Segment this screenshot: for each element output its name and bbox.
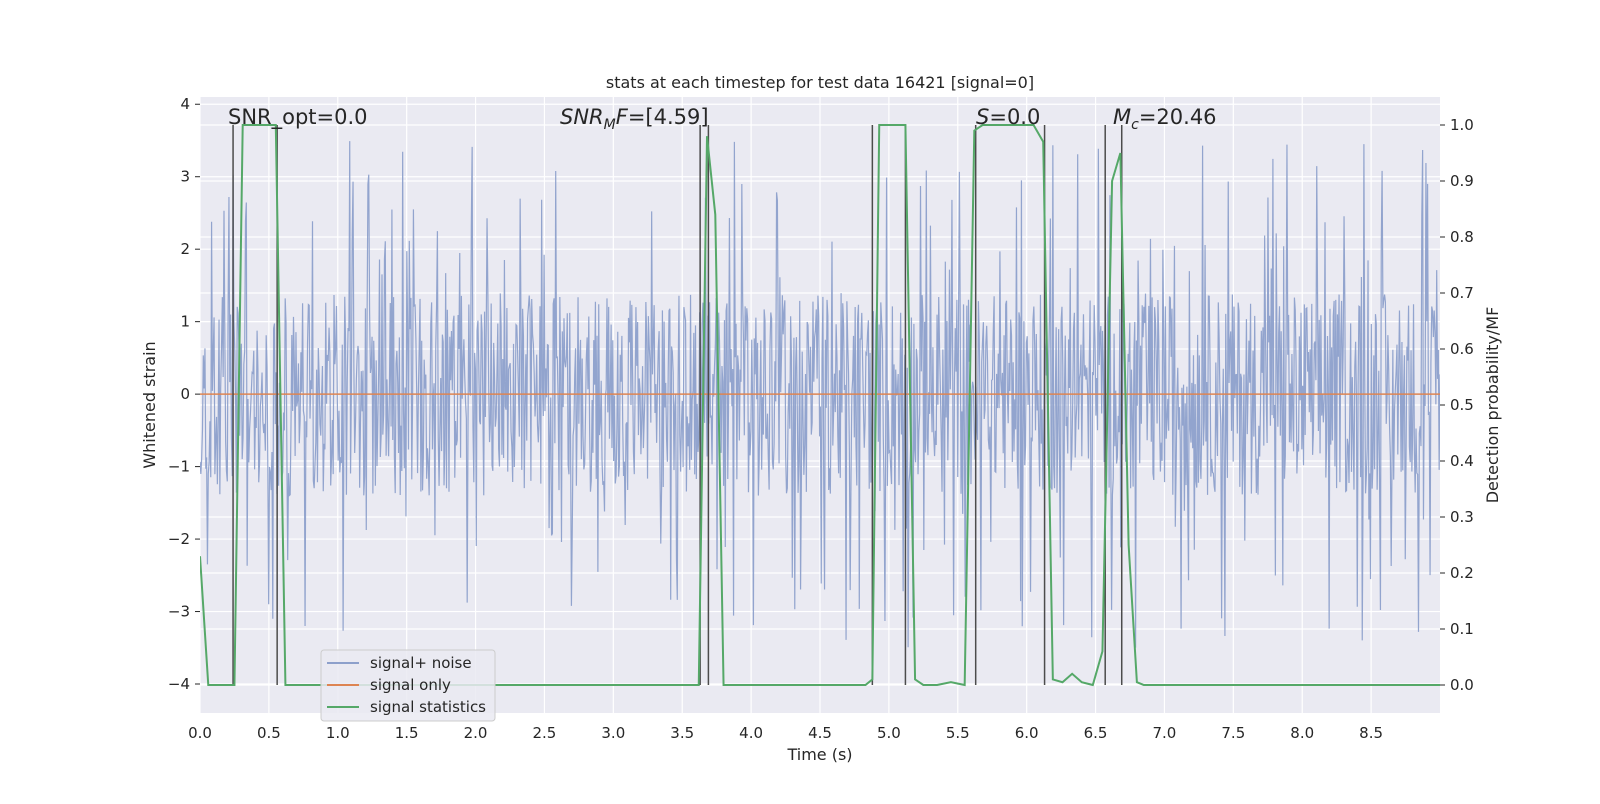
y2-tick-label: 0.9: [1450, 172, 1474, 190]
s-annotation: S=0.0: [976, 105, 1040, 129]
x-tick-label: 4.5: [808, 724, 832, 742]
x-tick-label: 0.0: [188, 724, 212, 742]
legend-label-stats: signal statistics: [370, 698, 486, 716]
mc-subscript: c: [1131, 117, 1139, 133]
chart-title: stats at each timestep for test data 164…: [606, 73, 1034, 92]
y2-tick-label: 0.5: [1450, 396, 1474, 414]
y-tick-label: −4: [168, 675, 190, 693]
y2-tick-label: 0.8: [1450, 228, 1474, 246]
x-axis-label: Time (s): [786, 745, 852, 764]
y2-tick-label: 0.4: [1450, 452, 1474, 470]
x-tick-label: 5.0: [877, 724, 901, 742]
signal-statistics-line: [200, 124, 1440, 687]
y2-tick-label: 0.0: [1450, 676, 1474, 694]
x-tick-label: 8.5: [1359, 724, 1383, 742]
x-tick-label: 6.5: [1084, 724, 1108, 742]
y-tick-label: −1: [168, 458, 190, 476]
y2-axis-label: Detection probability/MF: [1483, 307, 1502, 504]
y2-tick-label: 0.7: [1450, 284, 1474, 302]
legend: signal+ noise signal only signal statist…: [320, 649, 496, 722]
snr-mf-f: F: [616, 105, 629, 129]
x-tick-label: 8.0: [1290, 724, 1314, 742]
x-tick-label: 1.0: [326, 724, 350, 742]
y2-tick-label: 1.0: [1450, 116, 1474, 134]
x-tick-label: 2.0: [464, 724, 488, 742]
y-axis-label: Whitened strain: [140, 341, 159, 468]
mc-value: =20.46: [1139, 105, 1217, 129]
grid-lines: [199, 97, 1440, 713]
y-axis-ticks: −4 −3 −2 −1 0 1 2 3 4: [168, 95, 200, 693]
s-value: =0.0: [989, 105, 1040, 129]
y-tick-label: 0: [180, 385, 190, 403]
signal-statistics-series: [200, 124, 1440, 687]
y-tick-label: 2: [180, 240, 190, 258]
y-tick-label: −3: [168, 603, 190, 621]
x-tick-label: 3.5: [670, 724, 694, 742]
x-axis-ticks: 0.0 0.5 1.0 1.5 2.0 2.5 3.0 3.5 4.0 4.5 5.0 5.5 6.0 6…: [188, 724, 1383, 742]
y2-tick-label: 0.1: [1450, 620, 1474, 638]
x-tick-label: 7.0: [1153, 724, 1177, 742]
y2-tick-label: 0.3: [1450, 508, 1474, 526]
mc-annotation: Mc=20.46: [1113, 105, 1217, 133]
y-tick-label: −2: [168, 530, 190, 548]
x-tick-label: 1.5: [395, 724, 419, 742]
y2-tick-label: 0.2: [1450, 564, 1474, 582]
signal-noise-line: [200, 141, 1440, 648]
snr-mf-symbol: SNR: [560, 105, 604, 129]
snr-mf-subscript: M: [604, 117, 616, 133]
y2-tick-label: 0.6: [1450, 340, 1474, 358]
x-tick-label: 6.0: [1015, 724, 1039, 742]
mc-symbol: M: [1113, 105, 1131, 129]
x-tick-label: 4.0: [739, 724, 763, 742]
y-tick-label: 4: [180, 95, 190, 113]
snr-mf-value: =[4.59]: [628, 105, 709, 129]
signal-noise-series: [200, 141, 1440, 648]
x-tick-label: 2.5: [533, 724, 557, 742]
y-tick-label: 3: [180, 168, 190, 186]
x-tick-label: 3.0: [601, 724, 625, 742]
s-symbol: S: [976, 105, 989, 129]
x-tick-label: 7.5: [1221, 724, 1245, 742]
y-tick-label: 1: [180, 313, 190, 331]
legend-box: [320, 649, 496, 722]
legend-label-signal: signal only: [370, 676, 451, 694]
legend-label-noise: signal+ noise: [370, 654, 472, 672]
x-tick-label: 0.5: [257, 724, 281, 742]
x-tick-label: 5.5: [946, 724, 970, 742]
y2-axis-ticks: 0.0 0.1 0.2 0.3 0.4 0.5 0.6 0.7 0.8 0.9 1.0: [1440, 116, 1474, 694]
snr-opt-annotation: SNR_opt=0.0: [228, 105, 368, 130]
snr-mf-annotation: SNRMF=[4.59]: [560, 105, 709, 133]
